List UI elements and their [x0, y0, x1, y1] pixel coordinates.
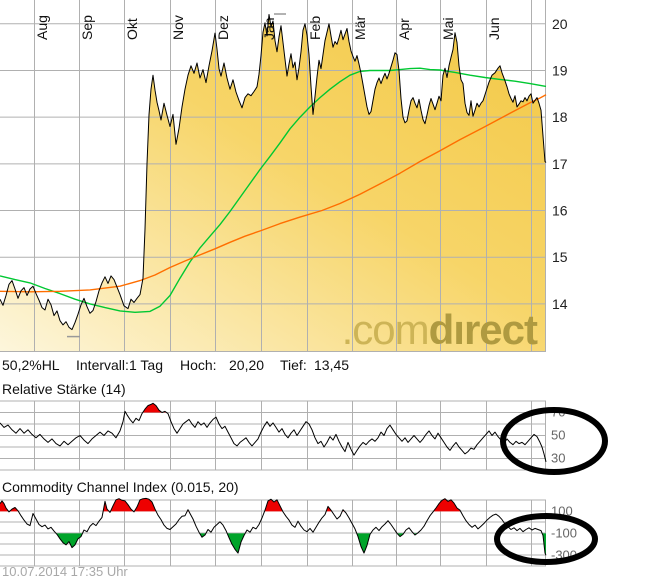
month-label: Sep — [79, 15, 95, 40]
price-area-fill — [0, 14, 546, 352]
cci-axis-label: -100 — [551, 525, 577, 540]
interval-value: 1 Tag — [129, 357, 163, 373]
rsi-line — [0, 402, 547, 463]
comdirect-watermark: .comdırect — [342, 306, 538, 353]
month-label: Mär — [352, 16, 368, 40]
price-axis-label: 15 — [552, 249, 568, 265]
price-axis-label: 18 — [552, 109, 568, 125]
interval-label: Intervall: — [76, 357, 129, 373]
cci-panel: 100-100-300 — [0, 497, 577, 567]
cci-overbought-fill — [0, 498, 461, 512]
low-value: 13,45 — [314, 357, 350, 373]
month-label: Nov — [170, 15, 186, 40]
high-label: Hoch: — [180, 357, 217, 373]
annotations-layer — [494, 407, 608, 565]
month-label: Mai — [440, 17, 456, 40]
price-axis-label: 19 — [552, 62, 568, 78]
low-label: Tief: — [280, 357, 307, 373]
month-label: Okt — [124, 18, 140, 40]
price-axis-label: 16 — [552, 203, 568, 219]
month-label: Feb — [307, 16, 323, 40]
price-line — [0, 14, 547, 331]
ma-fast-line — [0, 67, 547, 313]
month-label: Dez — [215, 15, 231, 40]
month-label: Jun — [486, 17, 502, 40]
rsi-oversold-fill — [545, 458, 546, 462]
month-label: Apr — [396, 18, 412, 40]
high-value: 20,20 — [229, 357, 265, 373]
price-panel: Aug Sep Okt Nov Dez Jan Feb Mär Apr Mai Jun 2019181… — [0, 0, 568, 352]
rsi-title: Relative Stärke (14) — [2, 381, 126, 397]
rsi-overbought-fill — [124, 403, 167, 413]
ma-slow-line — [0, 94, 547, 293]
annotation-ellipse — [500, 407, 608, 475]
rsi-axis-label: 30 — [551, 451, 565, 466]
price-axis-label: 20 — [552, 16, 568, 32]
watermark-com: .com — [342, 306, 429, 353]
cci-title: Commodity Channel Index (0.015, 20) — [2, 479, 239, 495]
rsi-axis-label: 50 — [551, 428, 565, 443]
price-axis-label: 17 — [552, 156, 568, 172]
cci-line — [0, 497, 547, 556]
timestamp: 10.07.2014 17:35 Uhr — [2, 564, 128, 579]
range-percent-hl: 50,2%HL — [2, 357, 60, 373]
annotation-ellipse — [494, 513, 598, 565]
month-label: Aug — [34, 15, 50, 40]
price-axis-label: 14 — [552, 296, 568, 312]
watermark-direct: dırect — [429, 306, 538, 353]
